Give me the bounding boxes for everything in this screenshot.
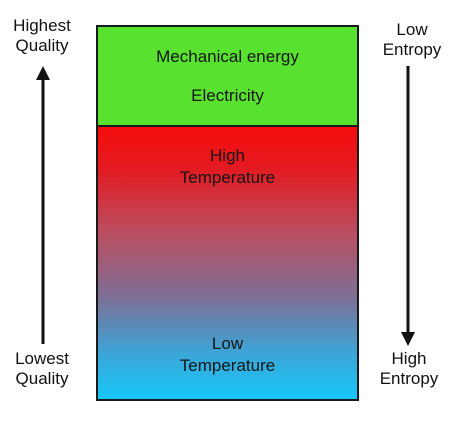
- low-temperature-line2: Temperature: [179, 356, 276, 375]
- lowest-quality-line2: Quality: [15, 369, 69, 388]
- high-temperature-line1: High: [210, 146, 245, 165]
- quality-up-arrow-icon: [36, 66, 50, 344]
- temperature-gradient-block: High Temperature Low Temperature: [98, 127, 357, 399]
- high-temperature-line2: Temperature: [179, 168, 276, 187]
- low-entropy-line1: Low: [396, 20, 428, 39]
- low-temperature-line1: Low: [211, 334, 244, 353]
- mechanical-electricity-block: Mechanical energy Electricity: [98, 27, 357, 127]
- highest-quality-line1: Highest: [13, 16, 71, 35]
- high-entropy-line2: Entropy: [379, 369, 439, 388]
- entropy-down-arrow-icon: [401, 66, 415, 346]
- energy-quality-box: Mechanical energy Electricity High Tempe…: [96, 25, 359, 401]
- highest-quality-label: Highest Quality: [0, 16, 92, 56]
- lowest-quality-label: Lowest Quality: [0, 349, 92, 389]
- mechanical-energy-label: Mechanical energy: [156, 47, 299, 66]
- high-entropy-label: High Entropy: [359, 349, 459, 389]
- lowest-quality-line1: Lowest: [15, 349, 69, 368]
- low-entropy-line2: Entropy: [382, 40, 442, 59]
- highest-quality-line2: Quality: [15, 36, 69, 55]
- electricity-label: Electricity: [191, 86, 264, 105]
- high-entropy-line1: High: [391, 349, 427, 368]
- low-entropy-label: Low Entropy: [362, 20, 462, 60]
